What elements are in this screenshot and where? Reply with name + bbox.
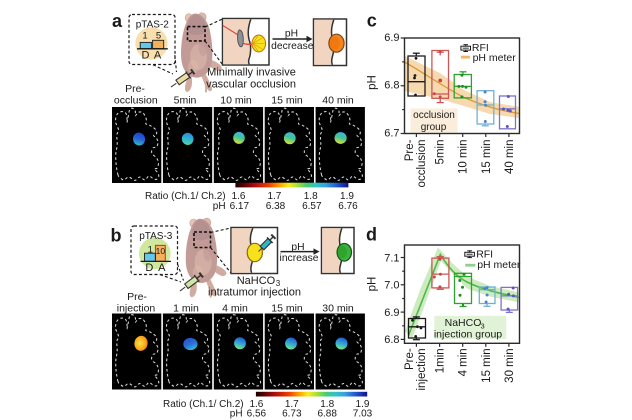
svg-text:30 min: 30 min xyxy=(322,303,354,315)
svg-text:6.57: 6.57 xyxy=(302,201,322,212)
svg-text:6.7: 6.7 xyxy=(384,127,399,139)
svg-text:D: D xyxy=(142,49,150,61)
svg-text:6.17: 6.17 xyxy=(230,201,250,212)
svg-text:D: D xyxy=(145,262,153,274)
svg-text:5min: 5min xyxy=(174,95,197,107)
svg-text:10 min: 10 min xyxy=(458,140,470,175)
svg-text:injection: injection xyxy=(416,348,428,390)
svg-text:intratumor injection: intratumor injection xyxy=(208,287,301,299)
svg-text:pH: pH xyxy=(291,242,304,253)
svg-text:10: 10 xyxy=(156,246,166,256)
svg-text:occlusion: occlusion xyxy=(416,140,428,188)
svg-text:1 min: 1 min xyxy=(173,303,199,315)
svg-text:6.88: 6.88 xyxy=(317,409,337,420)
svg-text:15 min: 15 min xyxy=(481,140,493,175)
svg-text:injection: injection xyxy=(117,303,156,315)
svg-text:1.7: 1.7 xyxy=(285,399,299,410)
svg-text:Pre-: Pre- xyxy=(127,291,147,303)
svg-text:RFI: RFI xyxy=(472,42,489,54)
svg-text:5min: 5min xyxy=(435,140,447,165)
svg-text:pH: pH xyxy=(367,277,379,292)
svg-text:15 min: 15 min xyxy=(271,95,303,107)
svg-text:pH: pH xyxy=(213,201,226,212)
svg-text:Pre-: Pre- xyxy=(404,139,416,161)
svg-text:6.56: 6.56 xyxy=(247,409,267,420)
svg-text:pH meter: pH meter xyxy=(477,259,521,271)
svg-text:6.9: 6.9 xyxy=(384,307,399,319)
svg-text:7.1: 7.1 xyxy=(384,252,399,264)
svg-text:1: 1 xyxy=(142,31,147,42)
svg-text:7.0: 7.0 xyxy=(384,280,399,292)
svg-text:40 min: 40 min xyxy=(322,95,354,107)
svg-text:6.9: 6.9 xyxy=(384,32,399,44)
svg-text:pH meter: pH meter xyxy=(473,52,517,64)
svg-text:NaHCO: NaHCO xyxy=(237,275,276,287)
svg-text:1min: 1min xyxy=(435,348,447,373)
svg-text:15 min: 15 min xyxy=(481,348,493,383)
svg-text:7.03: 7.03 xyxy=(353,409,373,420)
svg-text:pH: pH xyxy=(230,409,243,420)
svg-text:Minimally invasive: Minimally invasive xyxy=(207,66,296,78)
svg-text:40 min: 40 min xyxy=(504,140,516,175)
svg-text:1.9: 1.9 xyxy=(356,399,370,410)
svg-text:1.6: 1.6 xyxy=(232,191,246,202)
svg-text:b: b xyxy=(111,225,122,245)
svg-text:pH: pH xyxy=(285,29,298,40)
svg-text:6.76: 6.76 xyxy=(338,201,358,212)
svg-text:Pre-: Pre- xyxy=(125,83,145,95)
svg-text:1.8: 1.8 xyxy=(304,191,318,202)
svg-text:decrease: decrease xyxy=(271,41,314,52)
svg-text:A: A xyxy=(154,49,162,61)
svg-text:6.8: 6.8 xyxy=(384,334,399,346)
svg-text:occlusion: occlusion xyxy=(114,95,158,107)
svg-text:3: 3 xyxy=(481,321,485,330)
svg-text:10 min: 10 min xyxy=(220,95,252,107)
svg-text:1.8: 1.8 xyxy=(320,399,334,410)
svg-text:Ratio (Ch.1/ Ch.2): Ratio (Ch.1/ Ch.2) xyxy=(145,191,226,202)
svg-text:Ratio (Ch.1/ Ch.2): Ratio (Ch.1/ Ch.2) xyxy=(163,399,244,410)
svg-text:4 min: 4 min xyxy=(458,348,470,376)
svg-text:RFI: RFI xyxy=(476,248,493,260)
svg-text:pTAS-3: pTAS-3 xyxy=(139,231,173,242)
svg-text:3: 3 xyxy=(276,279,281,288)
svg-text:1.6: 1.6 xyxy=(249,399,263,410)
svg-text:vascular occlusion: vascular occlusion xyxy=(206,79,296,91)
svg-text:1.9: 1.9 xyxy=(340,191,354,202)
svg-text:increase: increase xyxy=(280,253,319,264)
svg-text:6.8: 6.8 xyxy=(384,80,399,92)
svg-text:A: A xyxy=(158,262,166,274)
svg-text:1: 1 xyxy=(148,245,153,256)
svg-text:pH: pH xyxy=(367,75,379,90)
svg-text:c: c xyxy=(367,11,377,31)
svg-text:pTAS-2: pTAS-2 xyxy=(136,19,170,30)
svg-text:NaHCO: NaHCO xyxy=(445,317,482,329)
svg-text:injection group: injection group xyxy=(434,329,502,341)
svg-text:group: group xyxy=(421,122,447,133)
svg-text:a: a xyxy=(112,11,123,31)
svg-text:6.38: 6.38 xyxy=(266,201,286,212)
svg-text:5: 5 xyxy=(156,31,161,42)
svg-text:6.73: 6.73 xyxy=(282,409,302,420)
svg-text:15 min: 15 min xyxy=(271,303,303,315)
svg-text:1.7: 1.7 xyxy=(267,191,281,202)
svg-text:30 min: 30 min xyxy=(504,348,516,383)
svg-text:d: d xyxy=(366,225,377,245)
svg-text:occlusion: occlusion xyxy=(413,110,455,121)
svg-text:4 min: 4 min xyxy=(222,303,248,315)
svg-text:Pre-: Pre- xyxy=(404,348,416,370)
